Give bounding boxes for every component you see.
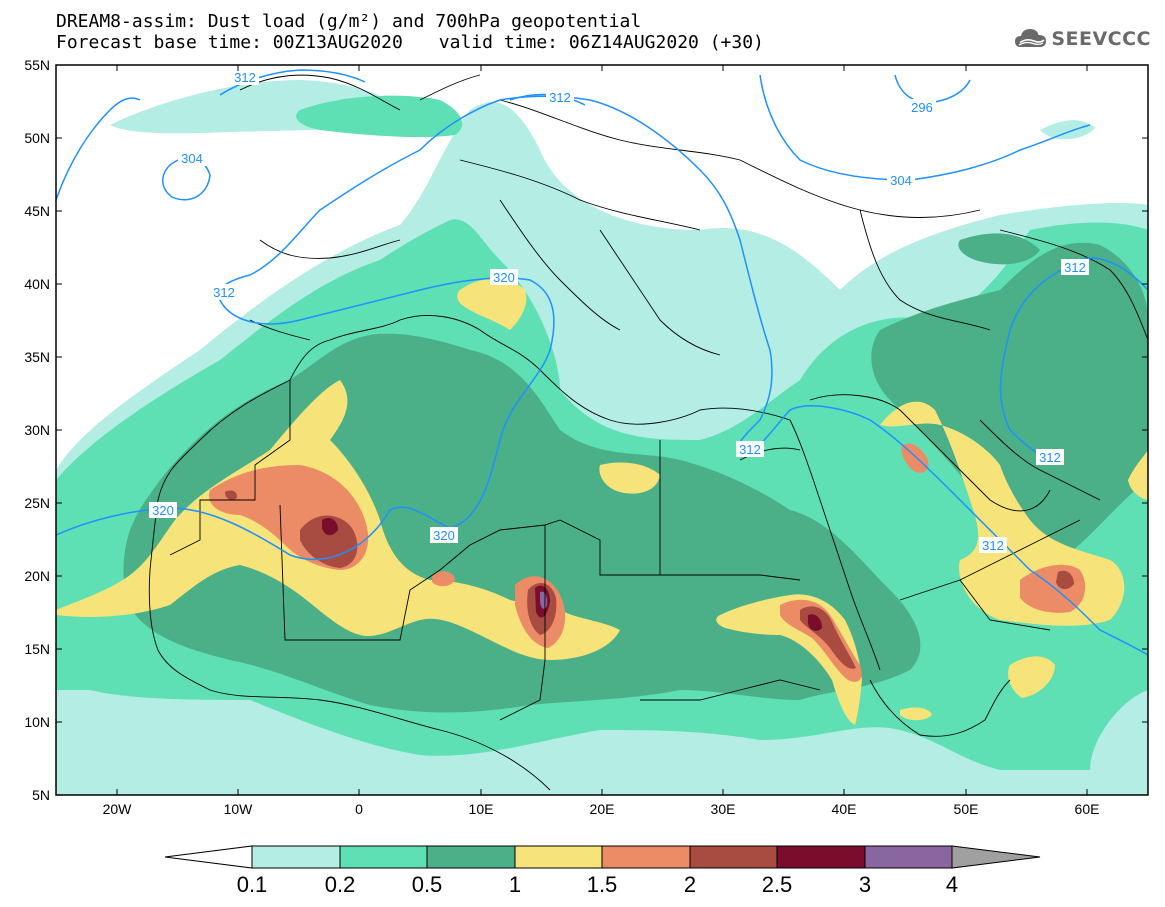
colorbar-over-arrow: [951, 845, 1041, 869]
colorbar-swatch: [776, 845, 866, 869]
colorbar-tick: 0.2: [325, 872, 356, 897]
contour-labels: 312 304 312 296 304 312 320 312 312 320 …: [149, 69, 1089, 553]
svg-text:320: 320: [152, 503, 174, 518]
svg-text:312: 312: [982, 538, 1004, 553]
contour-label: 312: [231, 69, 259, 85]
colorbar-tick: 4: [946, 872, 958, 897]
colorbar-tick: 2.5: [762, 872, 793, 897]
svg-text:312: 312: [1064, 260, 1086, 275]
lat-tick: 15N: [24, 641, 1148, 657]
contour-label: 312: [546, 89, 574, 105]
colorbar-swatch: [864, 845, 953, 869]
contour-label: 312: [210, 284, 238, 300]
colorbar-under-arrow: [164, 845, 253, 869]
svg-text:40N: 40N: [24, 276, 50, 292]
svg-text:45N: 45N: [24, 203, 50, 219]
svg-text:30N: 30N: [24, 422, 50, 438]
contour-label: 320: [430, 527, 458, 543]
colorbar-tick: 1.5: [587, 872, 618, 897]
colorbar-swatch: [689, 845, 778, 869]
lon-tick: 10E: [469, 65, 494, 817]
lat-tick: 45N: [24, 203, 1148, 219]
svg-text:50N: 50N: [24, 130, 50, 146]
svg-text:30E: 30E: [711, 801, 736, 817]
contour-label: 312: [979, 537, 1007, 553]
latitude-axis: 55N 50N 45N 40N 35N 30N 25N 20N 15N 10N …: [24, 57, 1148, 803]
svg-text:320: 320: [433, 528, 455, 543]
colorbar-tick: 2: [684, 872, 696, 897]
colorbar-tick: 3: [859, 872, 871, 897]
svg-text:20N: 20N: [24, 568, 50, 584]
colorbar-swatch: [514, 845, 603, 869]
svg-text:55N: 55N: [24, 57, 50, 73]
svg-text:20W: 20W: [103, 801, 133, 817]
svg-text:320: 320: [493, 270, 515, 285]
lat-tick: 10N: [24, 714, 1148, 730]
svg-text:20E: 20E: [590, 801, 615, 817]
lon-tick: 40E: [832, 65, 857, 817]
seevccc-logo: SEEVCCC: [1014, 27, 1151, 51]
dust-field: 312 304 312 296 304 312 320 312 312 320 …: [56, 65, 1148, 795]
colorbar: 0.1 0.2 0.5 1 1.5 2 2.5 3 4: [164, 845, 1041, 897]
cloud-icon: [1015, 29, 1047, 47]
svg-text:296: 296: [911, 100, 933, 115]
svg-text:0: 0: [355, 801, 363, 817]
longitude-axis: 20W 10W 0 10E 20E 30E 40E 50E 60E: [103, 65, 1100, 817]
svg-text:10N: 10N: [24, 714, 50, 730]
svg-text:25N: 25N: [24, 495, 50, 511]
svg-text:10E: 10E: [469, 801, 494, 817]
svg-text:50E: 50E: [954, 801, 979, 817]
forecast-times: Forecast base time: 00Z13AUG2020 valid ti…: [56, 33, 764, 53]
lat-tick: 40N: [24, 276, 1148, 292]
colorbar-tick: 1: [509, 872, 521, 897]
contour-label: 304: [178, 150, 206, 166]
base-time: Forecast base time: 00Z13AUG2020: [56, 32, 403, 53]
colorbar-tick: 0.5: [412, 872, 443, 897]
lon-tick: 10W: [224, 65, 254, 817]
colorbar-swatch: [251, 845, 341, 869]
colorbar-swatch: [601, 845, 691, 869]
lon-tick: 30E: [711, 65, 736, 817]
colorbar-tick: 0.1: [237, 872, 268, 897]
svg-text:5N: 5N: [32, 787, 50, 803]
colorbar-swatch: [339, 845, 428, 869]
map-title: DREAM8-assim: Dust load (g/m²) and 700hP…: [56, 11, 642, 32]
logo-text: SEEVCCC: [1051, 28, 1151, 50]
svg-text:10W: 10W: [224, 801, 254, 817]
lat-tick: 55N: [24, 57, 1148, 73]
contour-label: 312: [1061, 259, 1089, 275]
lat-tick: 25N: [24, 495, 1148, 511]
valid-time: valid time: 06Z14AUG2020 (+30): [438, 32, 764, 53]
lat-tick: 30N: [24, 422, 1148, 438]
contour-label: 312: [736, 441, 764, 457]
lon-tick: 0: [355, 65, 363, 817]
lat-tick: 5N: [32, 787, 50, 803]
colorbar-ticks: 0.1 0.2 0.5 1 1.5 2 2.5 3 4: [237, 872, 958, 897]
lat-tick: 35N: [24, 349, 1148, 365]
svg-text:35N: 35N: [24, 349, 50, 365]
lon-tick: 20W: [103, 65, 133, 817]
contour-label: 296: [908, 99, 936, 115]
svg-text:40E: 40E: [832, 801, 857, 817]
svg-text:312: 312: [739, 442, 761, 457]
svg-text:60E: 60E: [1075, 801, 1100, 817]
contour-label: 320: [490, 269, 518, 285]
svg-text:304: 304: [181, 151, 203, 166]
lon-tick: 20E: [590, 65, 615, 817]
lon-tick: 60E: [1075, 65, 1100, 817]
svg-text:304: 304: [890, 173, 912, 188]
svg-text:312: 312: [549, 90, 571, 105]
svg-text:312: 312: [234, 70, 256, 85]
lat-tick: 20N: [24, 568, 1148, 584]
svg-text:15N: 15N: [24, 641, 50, 657]
lon-tick: 50E: [954, 65, 979, 817]
contour-label: 320: [149, 502, 177, 518]
lat-tick: 50N: [24, 130, 1148, 146]
svg-text:312: 312: [1039, 450, 1061, 465]
colorbar-swatch: [426, 845, 516, 869]
svg-text:312: 312: [213, 285, 235, 300]
contour-label: 304: [887, 172, 915, 188]
contour-label: 312: [1036, 449, 1064, 465]
